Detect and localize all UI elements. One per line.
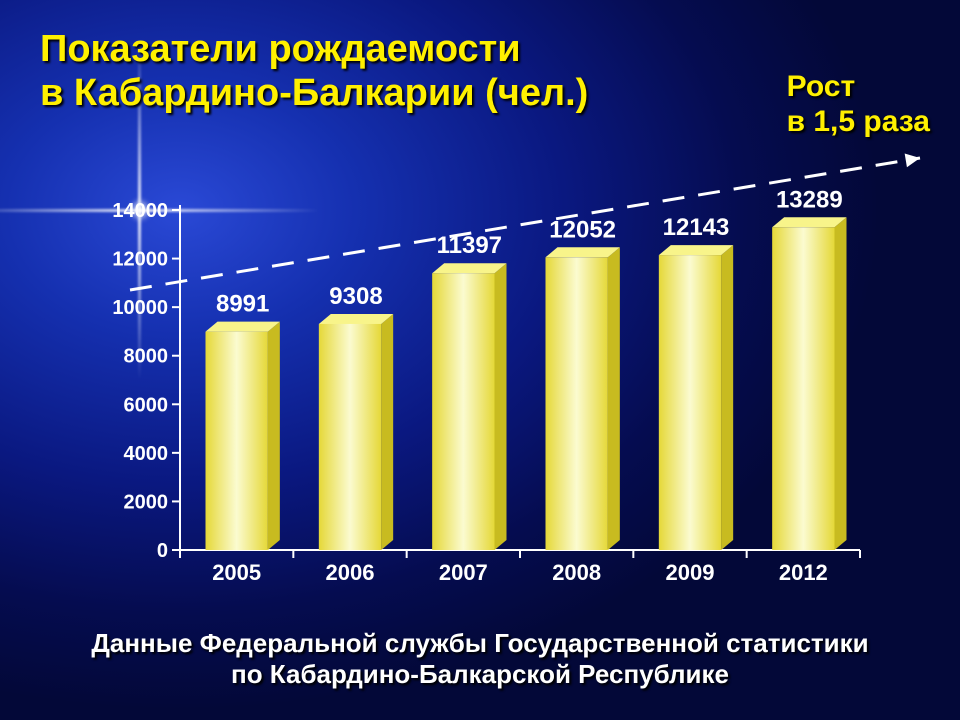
y-tick-label: 8000 [124,346,169,368]
bar-side [268,322,280,550]
bar-value-label: 9308 [329,283,382,310]
bar-top [546,247,620,257]
y-tick-label: 0 [157,540,168,562]
y-tick-label: 14000 [112,200,168,222]
bar-value-label: 8991 [216,291,269,318]
y-tick-label: 12000 [112,249,168,271]
bar-side [608,247,620,550]
bar [319,324,381,550]
bar-chart-svg: 0 2000 4000 6000 8000 10000 12000 14000 8991 2005… [95,190,875,610]
x-tick-label: 2008 [552,560,601,585]
source-line-1: Данные Федеральной службы Государственно… [91,628,868,658]
bar-value-label: 12052 [549,216,616,243]
slide-title: Показатели рождаемости в Кабардино-Балка… [40,28,588,115]
x-tick-label: 2012 [779,560,828,585]
bar [772,227,834,550]
bar-top [206,322,280,332]
slide: Показатели рождаемости в Кабардино-Балка… [0,0,960,720]
x-tick-label: 2006 [326,560,375,585]
source-line-2: по Кабардино-Балкарской Республике [231,659,729,689]
bar [432,273,494,550]
bar-chart: 0 2000 4000 6000 8000 10000 12000 14000 8991 2005… [95,190,875,610]
trend-arrowhead-icon [905,154,920,168]
bar-top [772,217,846,227]
growth-line-1: Рост [787,70,856,103]
bar [206,332,268,550]
bar-value-label: 13289 [776,190,843,213]
x-tick-label: 2007 [439,560,488,585]
bar [546,257,608,550]
bar-top [432,263,506,273]
x-tick-label: 2009 [666,560,715,585]
bar-value-label: 12143 [663,214,730,241]
bar-side [835,217,847,550]
growth-line-2: в 1,5 раза [787,105,930,138]
title-line-1: Показатели рождаемости [40,28,521,70]
y-tick-label: 2000 [124,491,169,513]
data-source: Данные Федеральной службы Государственно… [0,628,960,690]
bar [659,255,721,550]
y-tick-label: 4000 [124,443,169,465]
bar-top [659,245,733,255]
bar-side [381,314,393,550]
bar-value-label: 11397 [437,232,502,259]
y-tick-label: 6000 [124,394,169,416]
y-tick-label: 10000 [112,297,168,319]
x-tick-label: 2005 [212,560,261,585]
bar-top [319,314,393,324]
bar-side [721,245,733,550]
growth-annotation: Рост в 1,5 раза [787,70,930,139]
title-line-2: в Кабардино-Балкарии (чел.) [40,72,588,114]
bar-side [495,263,507,550]
